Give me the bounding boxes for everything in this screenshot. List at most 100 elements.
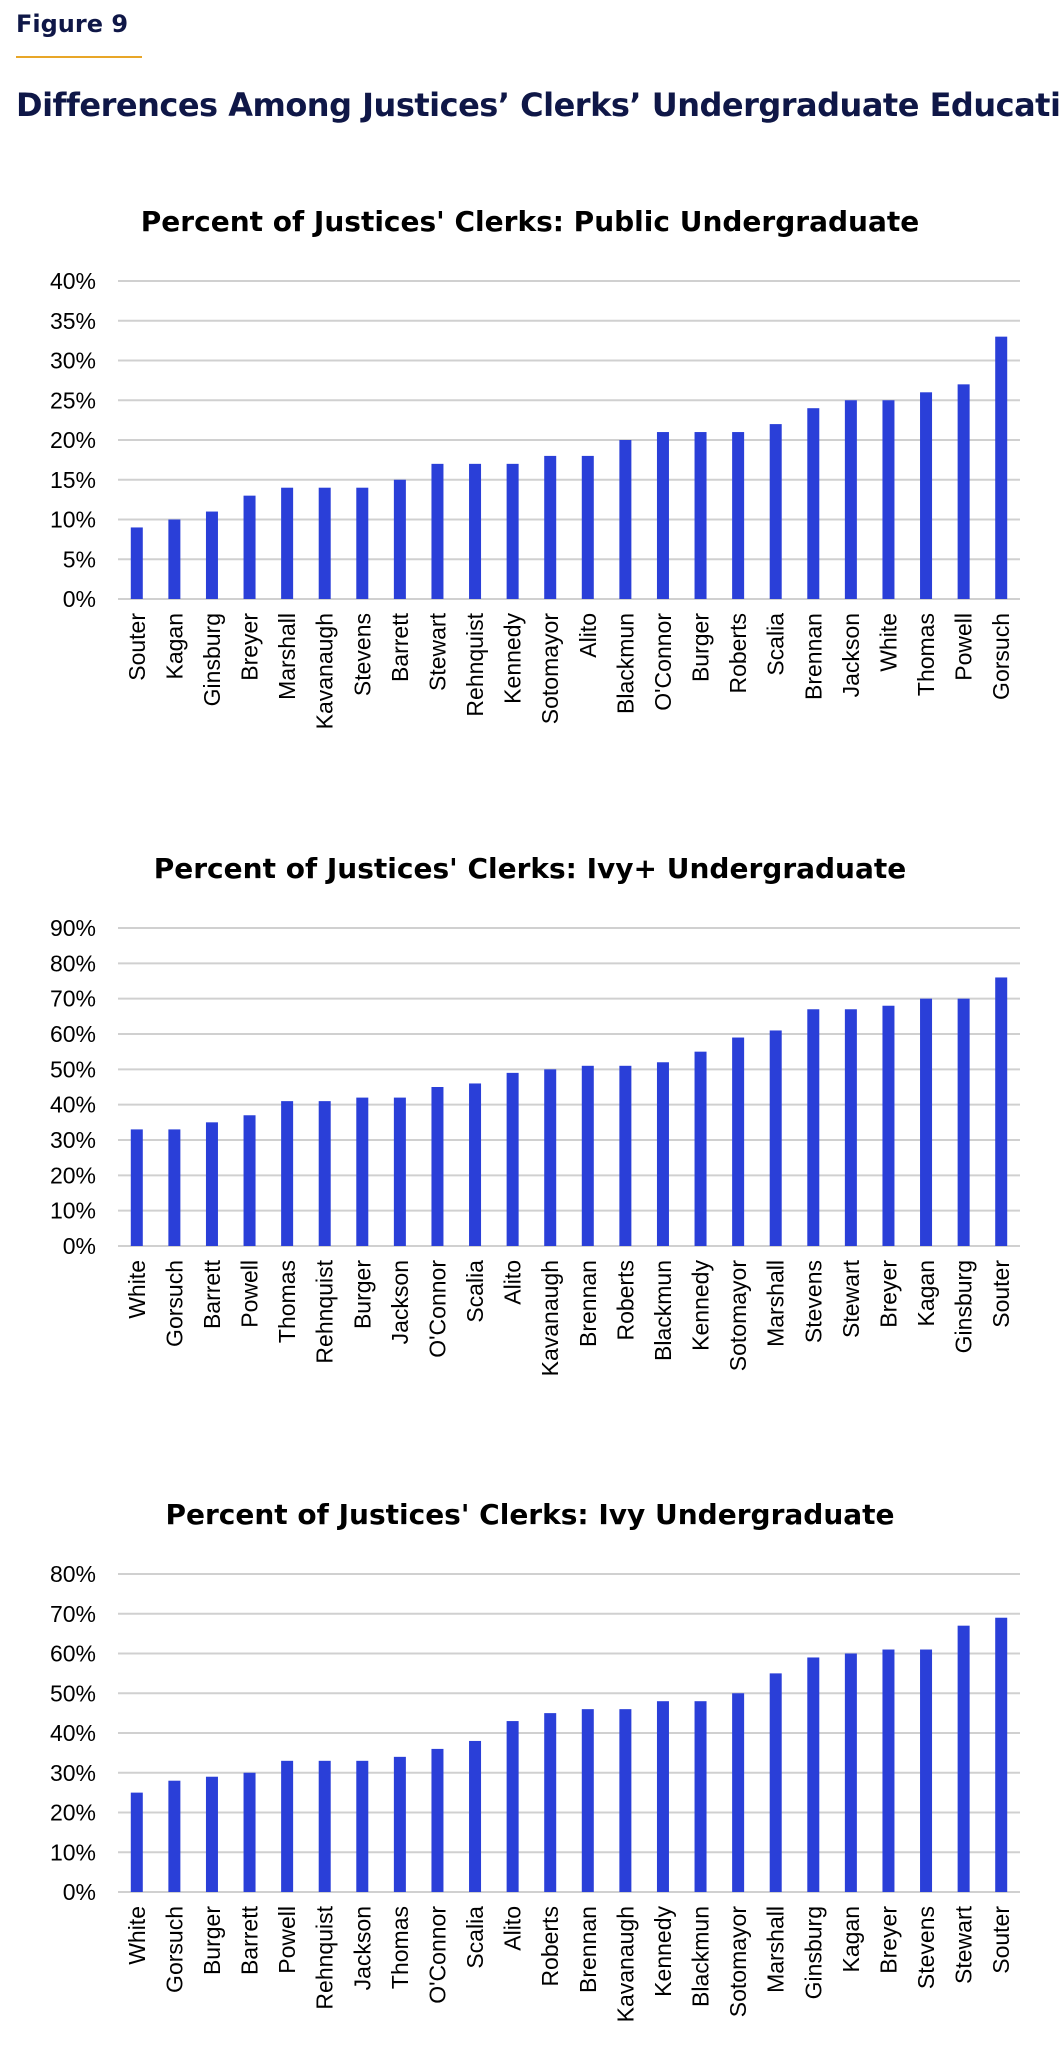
category-label: Brennan [575,1906,601,1993]
y-tick-label: 0% [63,1879,96,1905]
bar [844,1653,857,1892]
category-label: Kavanaugh [612,1906,638,2022]
figure-label-underline [16,56,142,58]
category-label: Gorsuch [161,1906,187,1993]
bar [957,998,970,1246]
y-tick-label: 50% [50,1680,96,1706]
y-tick-label: 40% [50,1092,96,1118]
y-tick-label: 40% [50,1720,96,1746]
y-tick-label: 10% [50,1839,96,1865]
bar [769,424,782,599]
bar [393,479,406,599]
category-label: Kagan [838,1906,864,1973]
category-label: Blackmun [688,1906,714,2007]
category-label: Brennan [800,613,826,700]
bar [920,1649,933,1892]
bar [844,1009,857,1246]
y-tick-label: 10% [50,1198,96,1224]
category-label: White [124,1906,150,1965]
y-tick-label: 40% [50,268,96,294]
category-label: Barrett [237,1905,263,1975]
category-label: Gorsuch [988,613,1014,700]
category-label: Burger [199,1906,225,1975]
category-label: Jackson [387,1260,413,1344]
bar [619,1709,632,1892]
category-label: Breyer [875,1906,901,1974]
category-label: Jackson [349,1906,375,1990]
bar [581,1709,594,1892]
category-label: Roberts [725,613,751,694]
bar [882,1649,895,1892]
y-tick-label: 90% [50,915,96,941]
category-label: Kavanaugh [537,1260,563,1376]
category-label: Marshall [274,613,300,700]
bar [356,487,369,599]
category-label: Powell [951,613,977,681]
bar [205,511,218,599]
bar [995,336,1008,599]
bar [694,432,707,599]
y-tick-label: 60% [50,1641,96,1667]
bar [469,463,482,599]
category-label: Ginsburg [951,1260,977,1353]
bar [544,1069,557,1246]
category-label: Alito [500,1906,526,1951]
category-label: Alito [500,1260,526,1305]
category-label: Rehnquist [462,612,488,716]
category-label: Stewart [424,612,450,691]
bar [281,1760,294,1892]
y-tick-label: 5% [63,546,96,572]
bar [431,1748,444,1892]
category-label: Souter [124,613,150,681]
bar [957,1625,970,1892]
category-label: Roberts [537,1906,563,1987]
category-label: Souter [988,1260,1014,1328]
category-label: Breyer [875,1260,901,1328]
y-tick-label: 10% [50,507,96,533]
category-label: O'Connor [650,613,676,711]
bar [769,1673,782,1892]
y-tick-label: 50% [50,1056,96,1082]
bar [168,1129,181,1246]
bar [243,1772,256,1892]
bar [920,998,933,1246]
bar [506,1072,519,1246]
y-tick-label: 15% [50,467,96,493]
bar [356,1097,369,1246]
y-tick-label: 0% [63,586,96,612]
y-tick-label: 70% [50,986,96,1012]
bar [469,1740,482,1892]
bar [807,1009,820,1246]
category-label: Kennedy [650,1906,676,1997]
category-label: Jackson [838,613,864,697]
category-label: Ginsburg [199,613,225,706]
y-tick-label: 30% [50,1760,96,1786]
bar [205,1776,218,1892]
category-label: Kavanaugh [312,613,338,729]
bar [168,519,181,599]
category-label: Sotomayor [725,1260,751,1372]
y-tick-label: 30% [50,1127,96,1153]
category-label: Burger [688,613,714,682]
bar [356,1760,369,1892]
chart-title: Percent of Justices' Clerks: Ivy+ Underg… [154,852,907,885]
bar [656,1701,669,1892]
category-label: Souter [988,1906,1014,1974]
bar [393,1097,406,1246]
bar [130,1792,143,1892]
y-tick-label: 80% [50,950,96,976]
category-label: Scalia [763,613,789,676]
category-label: White [875,613,901,672]
chart-title: Percent of Justices' Clerks: Ivy Undergr… [165,1498,894,1531]
bar [544,455,557,599]
bar [130,527,143,599]
category-label: Brennan [575,1260,601,1347]
y-tick-label: 70% [50,1601,96,1627]
category-label: Thomas [913,613,939,696]
category-label: Stewart [838,1259,864,1338]
category-label: Powell [274,1906,300,1974]
bar [732,432,745,599]
y-tick-label: 0% [63,1233,96,1259]
bar [318,487,331,599]
category-label: Blackmun [650,1260,676,1361]
